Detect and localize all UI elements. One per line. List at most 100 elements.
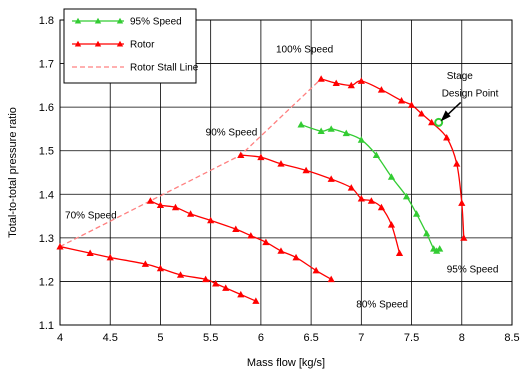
data-point — [297, 120, 305, 128]
data-point — [257, 153, 265, 161]
data-point — [327, 175, 335, 182]
series-90pct-speed — [237, 151, 404, 256]
x-tick-label: 4.5 — [103, 332, 118, 344]
annotation-95pct-speed: 95% Speed — [447, 265, 499, 276]
design-point-marker — [434, 117, 444, 127]
data-point — [387, 173, 396, 180]
data-point — [317, 127, 325, 134]
data-point — [433, 247, 441, 254]
data-point — [423, 229, 431, 237]
data-point — [252, 297, 260, 304]
data-point — [397, 97, 406, 104]
annotation-90pct-speed: 90% Speed — [206, 127, 258, 138]
data-point — [436, 245, 444, 252]
series-70pct-speed — [56, 242, 260, 304]
data-point — [106, 253, 114, 261]
annotation-80pct-speed: 80% Speed — [356, 300, 408, 311]
data-point — [453, 160, 461, 167]
x-tick-label: 7.5 — [404, 332, 419, 344]
data-point — [342, 129, 350, 137]
legend: 95% Speed Rotor Rotor Stall Line — [63, 8, 199, 84]
y-tick-label: 1.3 — [39, 233, 54, 245]
data-point — [86, 249, 94, 256]
legend-marker — [94, 17, 102, 24]
data-point — [387, 221, 396, 228]
rotor-stall-line — [59, 78, 322, 248]
legend-marker — [116, 40, 124, 47]
data-point — [367, 197, 375, 204]
data-point — [186, 210, 195, 217]
x-tick-label: 8 — [459, 332, 465, 344]
data-point — [277, 160, 285, 167]
data-point — [202, 275, 210, 283]
legend-label-95pct-speed: 95% Speed — [130, 17, 182, 28]
data-point — [377, 203, 386, 211]
data-point — [458, 199, 466, 206]
data-point — [302, 166, 310, 174]
data-point — [156, 201, 165, 209]
data-point — [418, 110, 426, 117]
data-point — [262, 238, 270, 246]
data-point — [222, 284, 230, 291]
annotations: 100% Speed 90% Speed 70% Speed 80% Speed 95%… — [65, 45, 499, 311]
annotation-100pct-speed: 100% Speed — [276, 45, 333, 56]
data-point — [357, 195, 365, 202]
data-point — [357, 136, 365, 143]
x-tick-label: 5 — [157, 332, 163, 344]
legend-marker — [74, 17, 82, 24]
data-point — [377, 86, 386, 93]
annotation-70pct-speed: 70% Speed — [65, 210, 117, 221]
design-point-arrow-head — [440, 110, 451, 122]
data-point — [332, 79, 340, 87]
legend-label-rotor: Rotor — [130, 40, 155, 51]
data-point — [460, 234, 468, 241]
data-point — [428, 118, 436, 126]
x-tick-label: 5.5 — [203, 332, 218, 344]
data-point — [292, 253, 300, 261]
data-point — [412, 210, 421, 217]
data-point — [317, 75, 325, 82]
legend-marker — [94, 40, 102, 47]
y-axis-label: Total-to-total pressure ratio — [7, 107, 19, 238]
y-tick-label: 1.6 — [39, 102, 54, 114]
data-point — [312, 266, 320, 274]
series-100pct-speed — [317, 75, 468, 241]
data-point — [247, 232, 255, 239]
plot-frame — [59, 19, 513, 326]
legend-marker — [116, 17, 124, 24]
series-layer — [56, 75, 468, 304]
data-point — [347, 184, 355, 191]
x-tick-label: 6 — [258, 332, 264, 344]
series-80pct-speed — [146, 197, 335, 283]
data-point — [56, 242, 64, 250]
data-point — [327, 125, 335, 132]
data-point — [347, 81, 355, 89]
y-tick-label: 1.5 — [39, 146, 54, 158]
data-point — [176, 271, 185, 278]
x-tick-label: 4 — [57, 332, 63, 344]
series-line-rotor-stall-line — [59, 78, 322, 248]
annotation-stage: Stage — [447, 71, 474, 82]
data-point — [232, 225, 240, 233]
y-tick-label: 1.7 — [39, 59, 54, 71]
y-tick-label: 1.4 — [39, 189, 54, 201]
tick-labels: 4 4.5 5 5.5 6 6.5 7 7.5 8 8.5 1.1 1.2 1.3 1.4 1.5 1.6 1.… — [39, 15, 520, 344]
data-point — [171, 203, 180, 211]
data-point — [443, 134, 451, 141]
data-point — [357, 77, 365, 84]
annotation-design-point: Design Point — [442, 88, 499, 99]
data-point — [277, 247, 285, 254]
data-point — [402, 192, 411, 200]
data-point — [212, 280, 220, 287]
data-point — [237, 151, 245, 158]
data-point — [407, 101, 416, 108]
data-point — [156, 264, 165, 272]
data-point — [146, 197, 154, 204]
x-tick-label: 6.5 — [303, 332, 318, 344]
data-point — [141, 260, 149, 267]
x-tick-label: 7 — [358, 332, 364, 344]
y-tick-label: 1.2 — [39, 276, 54, 288]
legend-label-rotor-stall-line: Rotor Stall Line — [130, 63, 199, 74]
data-point — [327, 275, 335, 283]
